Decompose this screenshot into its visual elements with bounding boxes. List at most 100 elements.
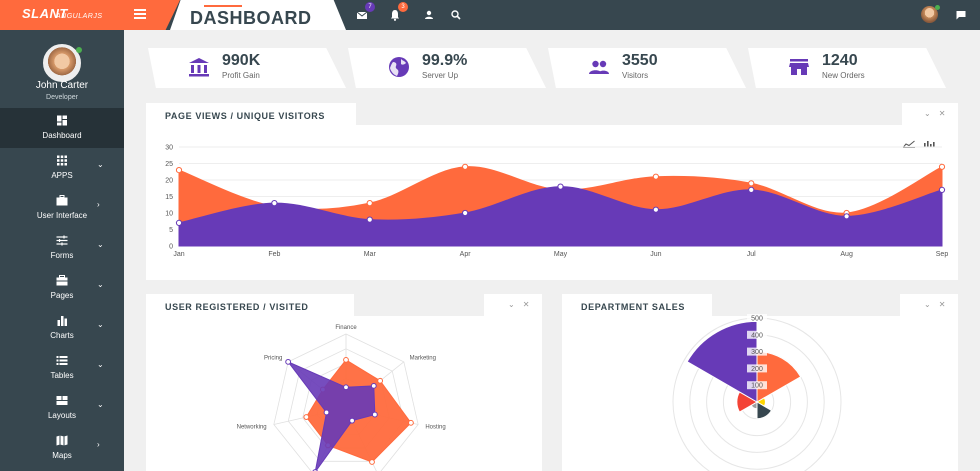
online-status-dot — [76, 47, 82, 53]
sidebar-item-label: APPS — [51, 171, 73, 180]
layout-icon — [56, 395, 68, 406]
sidebar-item-charts[interactable]: Charts ⌄ — [0, 308, 124, 348]
radar-axis-label: Networking — [237, 425, 267, 431]
briefcase-icon — [56, 195, 68, 206]
panel-user-registered: USER REGISTERED / VISITED ⌄ ✕ Finance Mark… — [146, 294, 542, 471]
panel-tab-gap — [356, 103, 902, 125]
stat-label: Server Up — [422, 71, 459, 80]
data-point — [369, 459, 375, 465]
radar-axis-label: Marketing — [410, 356, 436, 362]
stat-value: 990K — [222, 52, 261, 69]
top-user-avatar[interactable] — [921, 6, 938, 23]
panel-title: USER REGISTERED / VISITED — [165, 302, 309, 312]
polar-tick-backdrop — [747, 330, 767, 339]
bell-badge: 3 — [398, 2, 408, 12]
y-tick-label: 5 — [169, 227, 173, 234]
polar-tick-backdrop — [747, 381, 767, 390]
sidebar-item-forms[interactable]: Forms ⌄ — [0, 228, 124, 268]
stat-label: New Orders — [822, 71, 865, 80]
online-status-dot — [935, 5, 940, 10]
data-point — [843, 213, 850, 220]
stat-card-server: 99.9% Server Up — [348, 48, 546, 88]
x-tick-label: Mar — [364, 251, 377, 258]
person-icon[interactable] — [423, 9, 435, 21]
polar-tick-label: 300 — [751, 349, 763, 356]
store-icon — [788, 56, 810, 78]
data-point — [938, 163, 946, 170]
mail-icon[interactable] — [356, 9, 368, 21]
stat-label: Profit Gain — [222, 71, 260, 80]
data-point — [938, 186, 946, 194]
radar-grid-ring — [287, 348, 405, 462]
sidebar-item-user-interface[interactable]: User Interface › — [0, 188, 124, 228]
y-tick-label: 0 — [169, 244, 173, 251]
avatar[interactable] — [43, 44, 81, 82]
bank-icon — [188, 56, 210, 78]
y-tick-label: 10 — [165, 211, 173, 218]
panel-page-views: PAGE VIEWS / UNIQUE VISITORS ⌄ ✕ 0 5 10 15 20… — [146, 103, 958, 280]
collapse-icon[interactable]: ⌄ — [924, 300, 931, 309]
data-point — [175, 167, 183, 174]
panel-tools: ⌄ ✕ — [500, 300, 529, 310]
collapse-icon[interactable]: ⌄ — [924, 109, 931, 118]
data-point — [652, 173, 659, 180]
sidebar-item-label: Forms — [50, 251, 74, 260]
x-tick-label: May — [554, 251, 568, 258]
polar-tick-label: 200 — [751, 366, 763, 373]
data-point — [371, 411, 378, 418]
panel-tools: ⌄ ✕ — [916, 109, 945, 119]
sidebar-item-pages[interactable]: Pages ⌄ — [0, 268, 124, 308]
data-point — [462, 209, 469, 217]
search-icon[interactable] — [450, 9, 462, 21]
sidebar-item-tables[interactable]: Tables ⌄ — [0, 348, 124, 388]
bell-icon[interactable] — [389, 9, 401, 21]
x-tick-label: Feb — [268, 251, 280, 258]
polar-slice — [686, 320, 758, 403]
collapse-icon[interactable]: ⌄ — [508, 300, 515, 309]
stat-value: 3550 — [622, 52, 658, 69]
sidebar-item-label: Charts — [50, 331, 74, 340]
data-point — [349, 417, 356, 424]
sidebar-item-apps[interactable]: APPS ⌄ — [0, 148, 124, 188]
data-point — [343, 384, 349, 391]
sidebar-item-maps[interactable]: Maps › — [0, 428, 124, 468]
panel-title: DEPARTMENT SALES — [581, 302, 685, 312]
data-point — [408, 419, 414, 426]
x-tick-label: Sep — [936, 251, 949, 258]
user-name: John Carter — [35, 80, 89, 91]
panel-tools: ⌄ ✕ — [916, 300, 945, 310]
data-point — [343, 357, 349, 363]
close-icon[interactable]: ✕ — [938, 109, 946, 118]
close-icon[interactable]: ✕ — [522, 300, 530, 309]
polar-tick-backdrop — [747, 347, 767, 356]
menu-toggle-icon[interactable] — [134, 9, 146, 19]
close-icon[interactable]: ✕ — [938, 300, 946, 309]
y-tick-label: 20 — [165, 178, 173, 185]
chevron-down-icon: ⌄ — [97, 240, 104, 249]
chevron-down-icon: ⌄ — [97, 400, 104, 409]
stat-card-profit: 990K Profit Gain — [148, 48, 346, 88]
data-point — [557, 183, 564, 190]
pages-icon — [56, 275, 68, 286]
chat-icon[interactable] — [955, 9, 967, 21]
sidebar-item-label: Tables — [50, 371, 74, 380]
page-title: DASHBOARD — [190, 8, 312, 28]
brand[interactable]: SLANT ANGULARJS — [0, 0, 180, 30]
data-point — [285, 358, 292, 365]
stat-value: 1240 — [822, 52, 858, 69]
chevron-down-icon: ⌄ — [97, 320, 104, 329]
data-point — [303, 414, 310, 420]
dashboard-icon — [56, 115, 68, 126]
bar-chart-icon — [56, 315, 68, 326]
panel-department-sales: DEPARTMENT SALES ⌄ ✕ 100 200 300 400 500 — [562, 294, 958, 471]
radar-series-2 — [286, 360, 376, 471]
sidebar-item-layouts[interactable]: Layouts ⌄ — [0, 388, 124, 428]
bar-chart-toggle-icon[interactable] — [923, 135, 935, 153]
stat-card-visitors: 3550 Visitors — [548, 48, 746, 88]
radar-chart: FinanceMarketingHostingDesigningCodingNe… — [237, 325, 446, 471]
apps-icon — [56, 155, 68, 166]
brand-subtitle: ANGULARJS — [56, 13, 103, 20]
data-point — [377, 377, 384, 384]
sidebar-item-dashboard[interactable]: Dashboard — [0, 108, 124, 148]
sidebar-item-label: Dashboard — [42, 131, 82, 140]
